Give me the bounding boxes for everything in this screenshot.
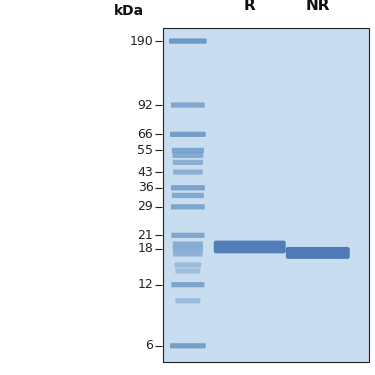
FancyBboxPatch shape: [176, 298, 200, 303]
Text: kDa: kDa: [114, 4, 144, 18]
FancyBboxPatch shape: [173, 242, 203, 247]
FancyBboxPatch shape: [173, 170, 202, 175]
FancyBboxPatch shape: [170, 343, 206, 348]
FancyBboxPatch shape: [172, 148, 204, 153]
FancyBboxPatch shape: [176, 268, 200, 274]
Text: 6: 6: [146, 339, 153, 352]
FancyBboxPatch shape: [214, 241, 286, 254]
FancyBboxPatch shape: [171, 204, 205, 210]
FancyBboxPatch shape: [172, 193, 204, 198]
FancyBboxPatch shape: [173, 160, 203, 165]
Text: NR: NR: [306, 0, 330, 13]
Bar: [163, 28, 369, 362]
FancyBboxPatch shape: [169, 38, 207, 44]
FancyBboxPatch shape: [173, 251, 202, 257]
FancyBboxPatch shape: [173, 246, 203, 252]
Text: 18: 18: [138, 242, 153, 255]
FancyBboxPatch shape: [171, 232, 204, 238]
FancyBboxPatch shape: [170, 132, 206, 137]
Text: 190: 190: [130, 34, 153, 48]
FancyBboxPatch shape: [171, 282, 204, 287]
Text: 55: 55: [137, 144, 153, 157]
Text: 29: 29: [138, 200, 153, 213]
Text: 66: 66: [138, 128, 153, 141]
FancyBboxPatch shape: [174, 262, 201, 268]
Text: 36: 36: [138, 181, 153, 194]
FancyBboxPatch shape: [286, 247, 350, 259]
Text: 92: 92: [138, 99, 153, 111]
FancyBboxPatch shape: [171, 185, 205, 190]
Text: 43: 43: [138, 166, 153, 178]
FancyBboxPatch shape: [171, 102, 205, 108]
Text: 12: 12: [138, 278, 153, 291]
Text: 21: 21: [138, 229, 153, 242]
Text: R: R: [244, 0, 256, 13]
FancyBboxPatch shape: [172, 153, 203, 158]
